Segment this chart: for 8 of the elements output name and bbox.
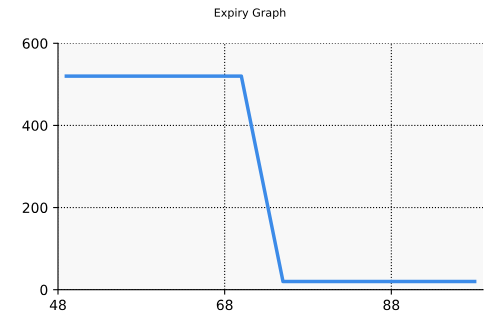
y-tick-label: 400 [22,120,48,131]
x-tick-label: 48 [50,300,66,310]
y-tick-label: 200 [22,202,48,214]
chart-title: Expiry Graph [214,8,286,19]
x-tick-label: 68 [216,300,233,310]
y-tick-label: 0 [40,284,48,296]
y-tick-label: 600 [22,38,48,49]
x-tick-label: 88 [383,300,400,310]
